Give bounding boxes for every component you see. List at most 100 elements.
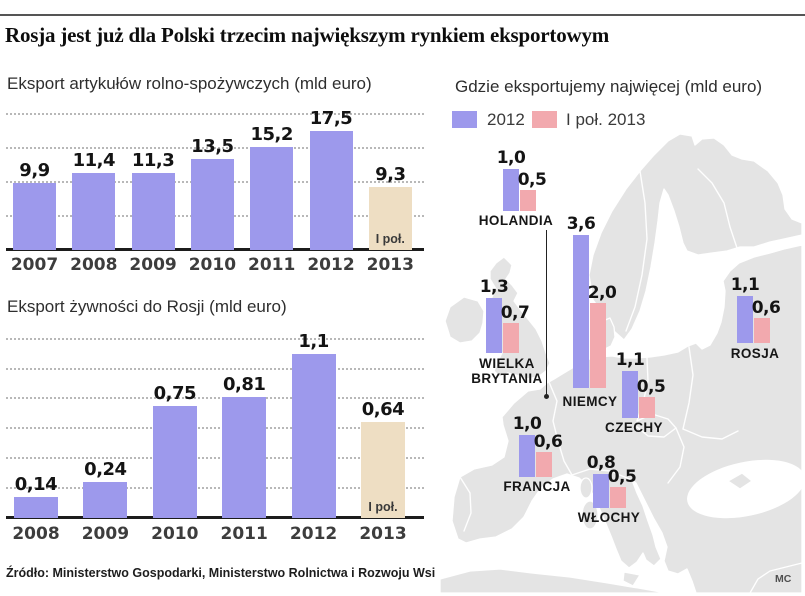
country-bar-ipol2013-wielka-brytania <box>503 323 519 353</box>
country-value-ipol2013: 0,5 <box>607 466 637 487</box>
page-title: Rosja jest już dla Polski trzecim najwię… <box>5 23 610 47</box>
country-value-ipol2013: 0,6 <box>751 297 781 318</box>
x-axis-label: 2008 <box>70 255 118 275</box>
grid-line <box>6 457 424 460</box>
map-crimea <box>727 472 753 490</box>
x-axis-label: 2008 <box>12 524 60 544</box>
author-credit: MC <box>775 573 792 585</box>
first-half-note: I poł. <box>368 500 398 514</box>
country-value-2012: 1,1 <box>615 350 645 371</box>
chart2-title: Eksport żywności do Rosji (mld euro) <box>7 297 287 316</box>
bar-value-label: 15,2 <box>250 123 293 145</box>
grid-line <box>6 367 424 370</box>
country-bar-ipol2013-niemcy <box>590 303 606 388</box>
country-bar-ipol2013-rosja <box>754 317 770 343</box>
grid-line <box>6 147 424 150</box>
map-chart-title: Gdzie eksportujemy najwięcej (mld euro) <box>455 77 763 96</box>
x-axis-label: 2009 <box>81 524 130 544</box>
grid-line <box>6 337 424 340</box>
x-axis-label: 2010 <box>188 255 237 275</box>
country-value-2012: 0,8 <box>586 453 616 473</box>
country-value-ipol2013: 0,5 <box>517 169 547 190</box>
top-rule <box>0 14 805 16</box>
bar-2009 <box>131 173 175 250</box>
bar-value-label: 0,14 <box>14 474 58 496</box>
country-value-ipol2013: 0,5 <box>636 376 666 397</box>
country-label-francja: FRANCJA <box>503 479 571 494</box>
first-half-note: I poł. <box>375 232 405 246</box>
grid-line <box>6 487 424 490</box>
bar-value-label: 9,9 <box>19 159 50 181</box>
holandia-connector-line <box>546 230 548 395</box>
source-note: Źródło: Ministerstwo Gospodarki, Ministe… <box>6 566 436 580</box>
country-bar-2012-rosja <box>737 296 753 344</box>
country-bar-ipol2013-francja <box>536 451 552 477</box>
bar-2008 <box>14 497 58 518</box>
map-sicily <box>622 571 641 587</box>
bar-value-label: 9,3 <box>375 163 406 185</box>
bar-value-label: 11,4 <box>72 149 116 171</box>
x-axis-label: 2012 <box>289 524 338 544</box>
holandia-connector-dot <box>544 394 549 399</box>
country-bar-2012-holandia <box>503 168 519 211</box>
bar-value-label: 0,24 <box>84 459 127 481</box>
bar-2010 <box>152 405 197 518</box>
country-label-holandia: HOLANDIA <box>478 213 554 228</box>
country-value-ipol2013: 0,7 <box>500 303 530 324</box>
map-black-sea <box>687 459 802 519</box>
map-corsica <box>579 477 593 499</box>
country-value-2012: 1,1 <box>730 275 760 296</box>
country-value-2012: 3,6 <box>566 214 596 234</box>
x-axis-label: 2010 <box>151 524 199 544</box>
legend-swatch-ipol2013 <box>532 111 557 128</box>
country-bar-ipol2013-holandia <box>520 189 536 212</box>
country-label-w-ochy: WŁOCHY <box>577 510 641 525</box>
chart1-title: Eksport artykułów rolno-spożywczych (mld… <box>7 74 372 93</box>
legend-label-ipol2013: I poł. 2013 <box>566 110 646 129</box>
grid-line <box>6 427 424 430</box>
country-value-ipol2013: 2,0 <box>587 283 617 303</box>
bar-value-label: 13,5 <box>191 135 234 157</box>
country-bar-2012-czechy <box>622 371 638 419</box>
x-axis-label: 2007 <box>10 255 59 275</box>
country-value-2012: 1,3 <box>479 276 509 297</box>
country-label-wielka-brytania: WIELKA BRYTANIA <box>471 356 543 386</box>
bar-2012 <box>309 131 353 250</box>
country-bar-2012-wielka-brytania <box>486 297 502 354</box>
x-axis-label: 2011 <box>220 524 268 544</box>
country-value-ipol2013: 0,6 <box>533 431 563 452</box>
bar-2007 <box>13 182 56 250</box>
country-value-2012: 1,0 <box>496 147 526 168</box>
bar-value-label: 11,3 <box>131 150 175 172</box>
bar-value-label: 0,64 <box>361 399 405 421</box>
country-bar-ipol2013-w-ochy <box>610 486 626 509</box>
x-axis-label: 2013 <box>366 255 414 275</box>
x-axis-label: 2013 <box>359 524 407 544</box>
map-turkey <box>749 562 802 593</box>
bar-2012 <box>291 353 336 518</box>
map-sardinia <box>581 500 599 530</box>
grid-line <box>6 113 424 116</box>
bar-2008 <box>72 172 116 250</box>
bar-value-label: 0,75 <box>153 382 197 404</box>
x-axis-line <box>6 515 424 519</box>
bar-2011 <box>250 146 294 250</box>
country-bar-2012-niemcy <box>573 235 589 388</box>
x-axis-label: 2009 <box>129 255 177 275</box>
legend-swatch-2012 <box>452 111 477 128</box>
bar-value-label: 1,1 <box>298 330 329 352</box>
x-axis-label: 2012 <box>307 255 355 275</box>
country-value-2012: 1,0 <box>512 413 542 434</box>
country-bar-2012-francja <box>519 434 535 477</box>
map-north-africa <box>440 568 667 593</box>
country-label-rosja: ROSJA <box>730 346 780 361</box>
map-ireland <box>444 296 485 344</box>
country-label-niemcy: NIEMCY <box>562 394 618 409</box>
bar-2013 <box>361 422 405 518</box>
country-label-czechy: CZECHY <box>605 420 663 435</box>
bar-value-label: 0,81 <box>222 373 266 395</box>
europe-map <box>440 133 802 593</box>
bar-2010 <box>190 158 234 250</box>
country-bar-ipol2013-czechy <box>639 396 655 419</box>
